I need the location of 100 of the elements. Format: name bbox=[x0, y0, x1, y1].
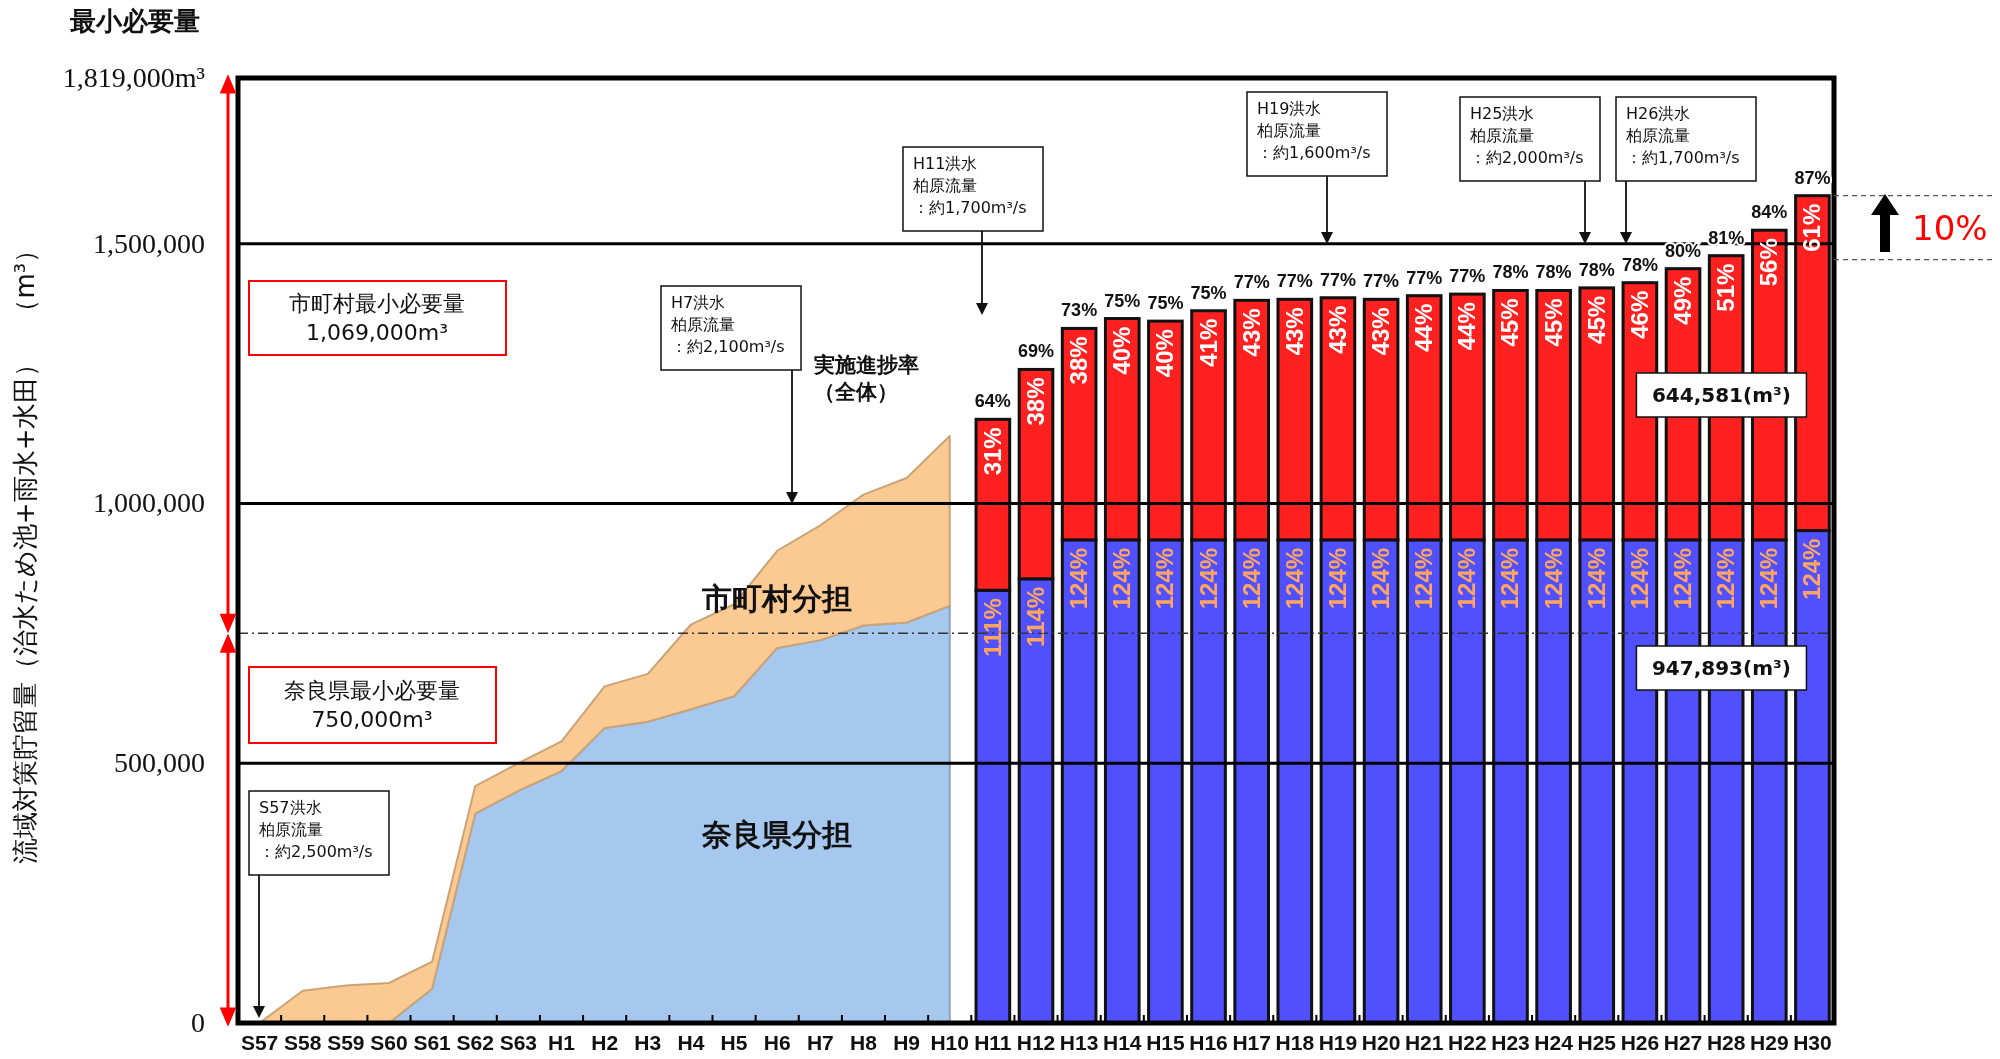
annotation: 947,893(m³) bbox=[1651, 656, 1791, 680]
annotation: 78% bbox=[1492, 262, 1529, 283]
x-tick-label: H9 bbox=[893, 1031, 921, 1054]
annotation: 84% bbox=[1751, 202, 1788, 223]
annotation: 51% bbox=[1712, 263, 1740, 312]
annotation: 44% bbox=[1453, 302, 1481, 351]
y-tick-label: 1,819,000m³ bbox=[62, 62, 205, 93]
annotation: 124% bbox=[1410, 547, 1438, 610]
x-tick-label: H25 bbox=[1577, 1031, 1617, 1054]
annotation: 124% bbox=[1323, 547, 1351, 610]
annotation: 73% bbox=[1061, 300, 1098, 321]
series-label: 市町村分担 bbox=[701, 581, 853, 617]
x-tick-label: S58 bbox=[284, 1031, 322, 1054]
annotation: 43% bbox=[1280, 307, 1308, 356]
x-tick-label: H4 bbox=[677, 1031, 705, 1054]
x-tick-label: S60 bbox=[370, 1031, 408, 1054]
x-tick-label: H27 bbox=[1663, 1031, 1703, 1054]
annotation: 77% bbox=[1363, 271, 1400, 292]
x-tick-label: H10 bbox=[930, 1031, 969, 1054]
x-tick-label: H2 bbox=[591, 1031, 619, 1054]
x-tick-label: H24 bbox=[1534, 1031, 1574, 1054]
y-axis-title: 流域対策貯留量（治水ため池+雨水+水田） （m³） bbox=[10, 236, 40, 865]
annotation: 78% bbox=[1535, 262, 1572, 283]
annotation: 87% bbox=[1794, 167, 1831, 188]
annotation: 77% bbox=[1233, 272, 1270, 293]
annotation: 124% bbox=[1755, 547, 1783, 610]
annotation: 61% bbox=[1798, 203, 1826, 252]
annotation: 75% bbox=[1147, 293, 1184, 314]
y-tick-label: 0 bbox=[191, 1007, 205, 1038]
x-tick-label: H18 bbox=[1275, 1031, 1315, 1054]
x-tick-label: S61 bbox=[413, 1031, 452, 1054]
annotation: 124% bbox=[1669, 547, 1697, 610]
x-tick-label: H26 bbox=[1620, 1031, 1660, 1054]
annotation: 38% bbox=[1022, 377, 1049, 426]
annotation: 78% bbox=[1621, 254, 1658, 275]
annotation: 45% bbox=[1496, 298, 1524, 347]
x-tick-label: H5 bbox=[720, 1031, 748, 1054]
annotation: 111% bbox=[978, 598, 1006, 657]
annotation: 44% bbox=[1410, 303, 1438, 352]
annotation: 124% bbox=[1625, 547, 1653, 610]
x-tick-label: H21 bbox=[1404, 1031, 1444, 1054]
annotation: 124% bbox=[1237, 547, 1265, 610]
x-tick-label: H20 bbox=[1361, 1031, 1401, 1054]
annotation: 43% bbox=[1323, 305, 1351, 354]
x-tick-label: H14 bbox=[1103, 1031, 1142, 1054]
x-tick-label: S63 bbox=[499, 1031, 538, 1054]
annotation: 実施進捗率（全体） bbox=[813, 353, 919, 405]
annotation: 43% bbox=[1367, 307, 1395, 356]
annotation: 124% bbox=[1582, 547, 1610, 610]
text: 10% bbox=[1912, 208, 1988, 248]
annotation: 38% bbox=[1065, 336, 1093, 385]
x-tick-label: H3 bbox=[634, 1031, 662, 1054]
x-tick-label: S57 bbox=[240, 1031, 279, 1054]
x-tick-label: H11 bbox=[974, 1031, 1012, 1054]
annotation: 124% bbox=[1065, 547, 1093, 610]
annotation: 31% bbox=[978, 427, 1006, 476]
x-tick-label: H15 bbox=[1146, 1031, 1185, 1054]
annotation: 43% bbox=[1237, 308, 1265, 357]
annotation: 80% bbox=[1665, 240, 1702, 261]
annotation: 124% bbox=[1712, 547, 1740, 610]
annotation: H26洪水柏原流量：約1,700m³/s bbox=[1625, 104, 1740, 167]
annotation: 45% bbox=[1582, 295, 1610, 344]
x-tick-label: H22 bbox=[1448, 1031, 1487, 1054]
annotation: 124% bbox=[1453, 547, 1481, 610]
y-tick-label: 1,500,000 bbox=[93, 227, 205, 259]
x-tick-label: H13 bbox=[1059, 1031, 1099, 1054]
annotation: 41% bbox=[1194, 318, 1222, 367]
annotation: H25洪水柏原流量：約2,000m³/s bbox=[1469, 104, 1584, 167]
series-label: 奈良県分担 bbox=[701, 817, 853, 853]
text: 最小必要量 bbox=[69, 6, 200, 36]
annotation: H7洪水柏原流量：約2,100m³/s bbox=[670, 293, 785, 356]
x-tick-label: H7 bbox=[806, 1031, 834, 1054]
annotation: 市町村最小必要量 1,069,000m³ bbox=[289, 291, 465, 345]
annotation: 75% bbox=[1190, 282, 1227, 303]
annotation: 124% bbox=[1798, 538, 1826, 600]
annotation: 124% bbox=[1194, 547, 1222, 610]
annotation: 45% bbox=[1539, 298, 1567, 347]
annotation: 78% bbox=[1578, 259, 1615, 280]
x-tick-label: H6 bbox=[763, 1031, 791, 1054]
y-tick-label: 1,000,000 bbox=[93, 487, 205, 519]
annotation: 124% bbox=[1280, 547, 1308, 610]
x-tick-label: H17 bbox=[1232, 1031, 1271, 1054]
y-tick-label: 500,000 bbox=[114, 747, 205, 779]
annotation: 75% bbox=[1104, 290, 1141, 311]
annotation: 69% bbox=[1017, 341, 1055, 362]
annotation: 46% bbox=[1625, 290, 1653, 339]
x-tick-label: H23 bbox=[1491, 1031, 1530, 1054]
annotation: 40% bbox=[1151, 329, 1179, 378]
x-tick-label: S62 bbox=[456, 1031, 494, 1054]
annotation: H11洪水柏原流量：約1,700m³/s bbox=[912, 154, 1027, 217]
annotation: 124% bbox=[1151, 547, 1179, 610]
x-tick-label: H28 bbox=[1706, 1031, 1746, 1054]
annotation: 56% bbox=[1755, 238, 1783, 287]
annotation: 奈良県最小必要量 750,000m³ bbox=[284, 678, 460, 732]
x-tick-label: H1 bbox=[548, 1031, 576, 1054]
annotation: 124% bbox=[1539, 547, 1567, 610]
x-tick-label: H16 bbox=[1189, 1031, 1228, 1054]
annotation: 77% bbox=[1406, 267, 1443, 288]
annotation: 644,581(m³) bbox=[1651, 383, 1791, 407]
annotation: 114% bbox=[1022, 586, 1049, 647]
